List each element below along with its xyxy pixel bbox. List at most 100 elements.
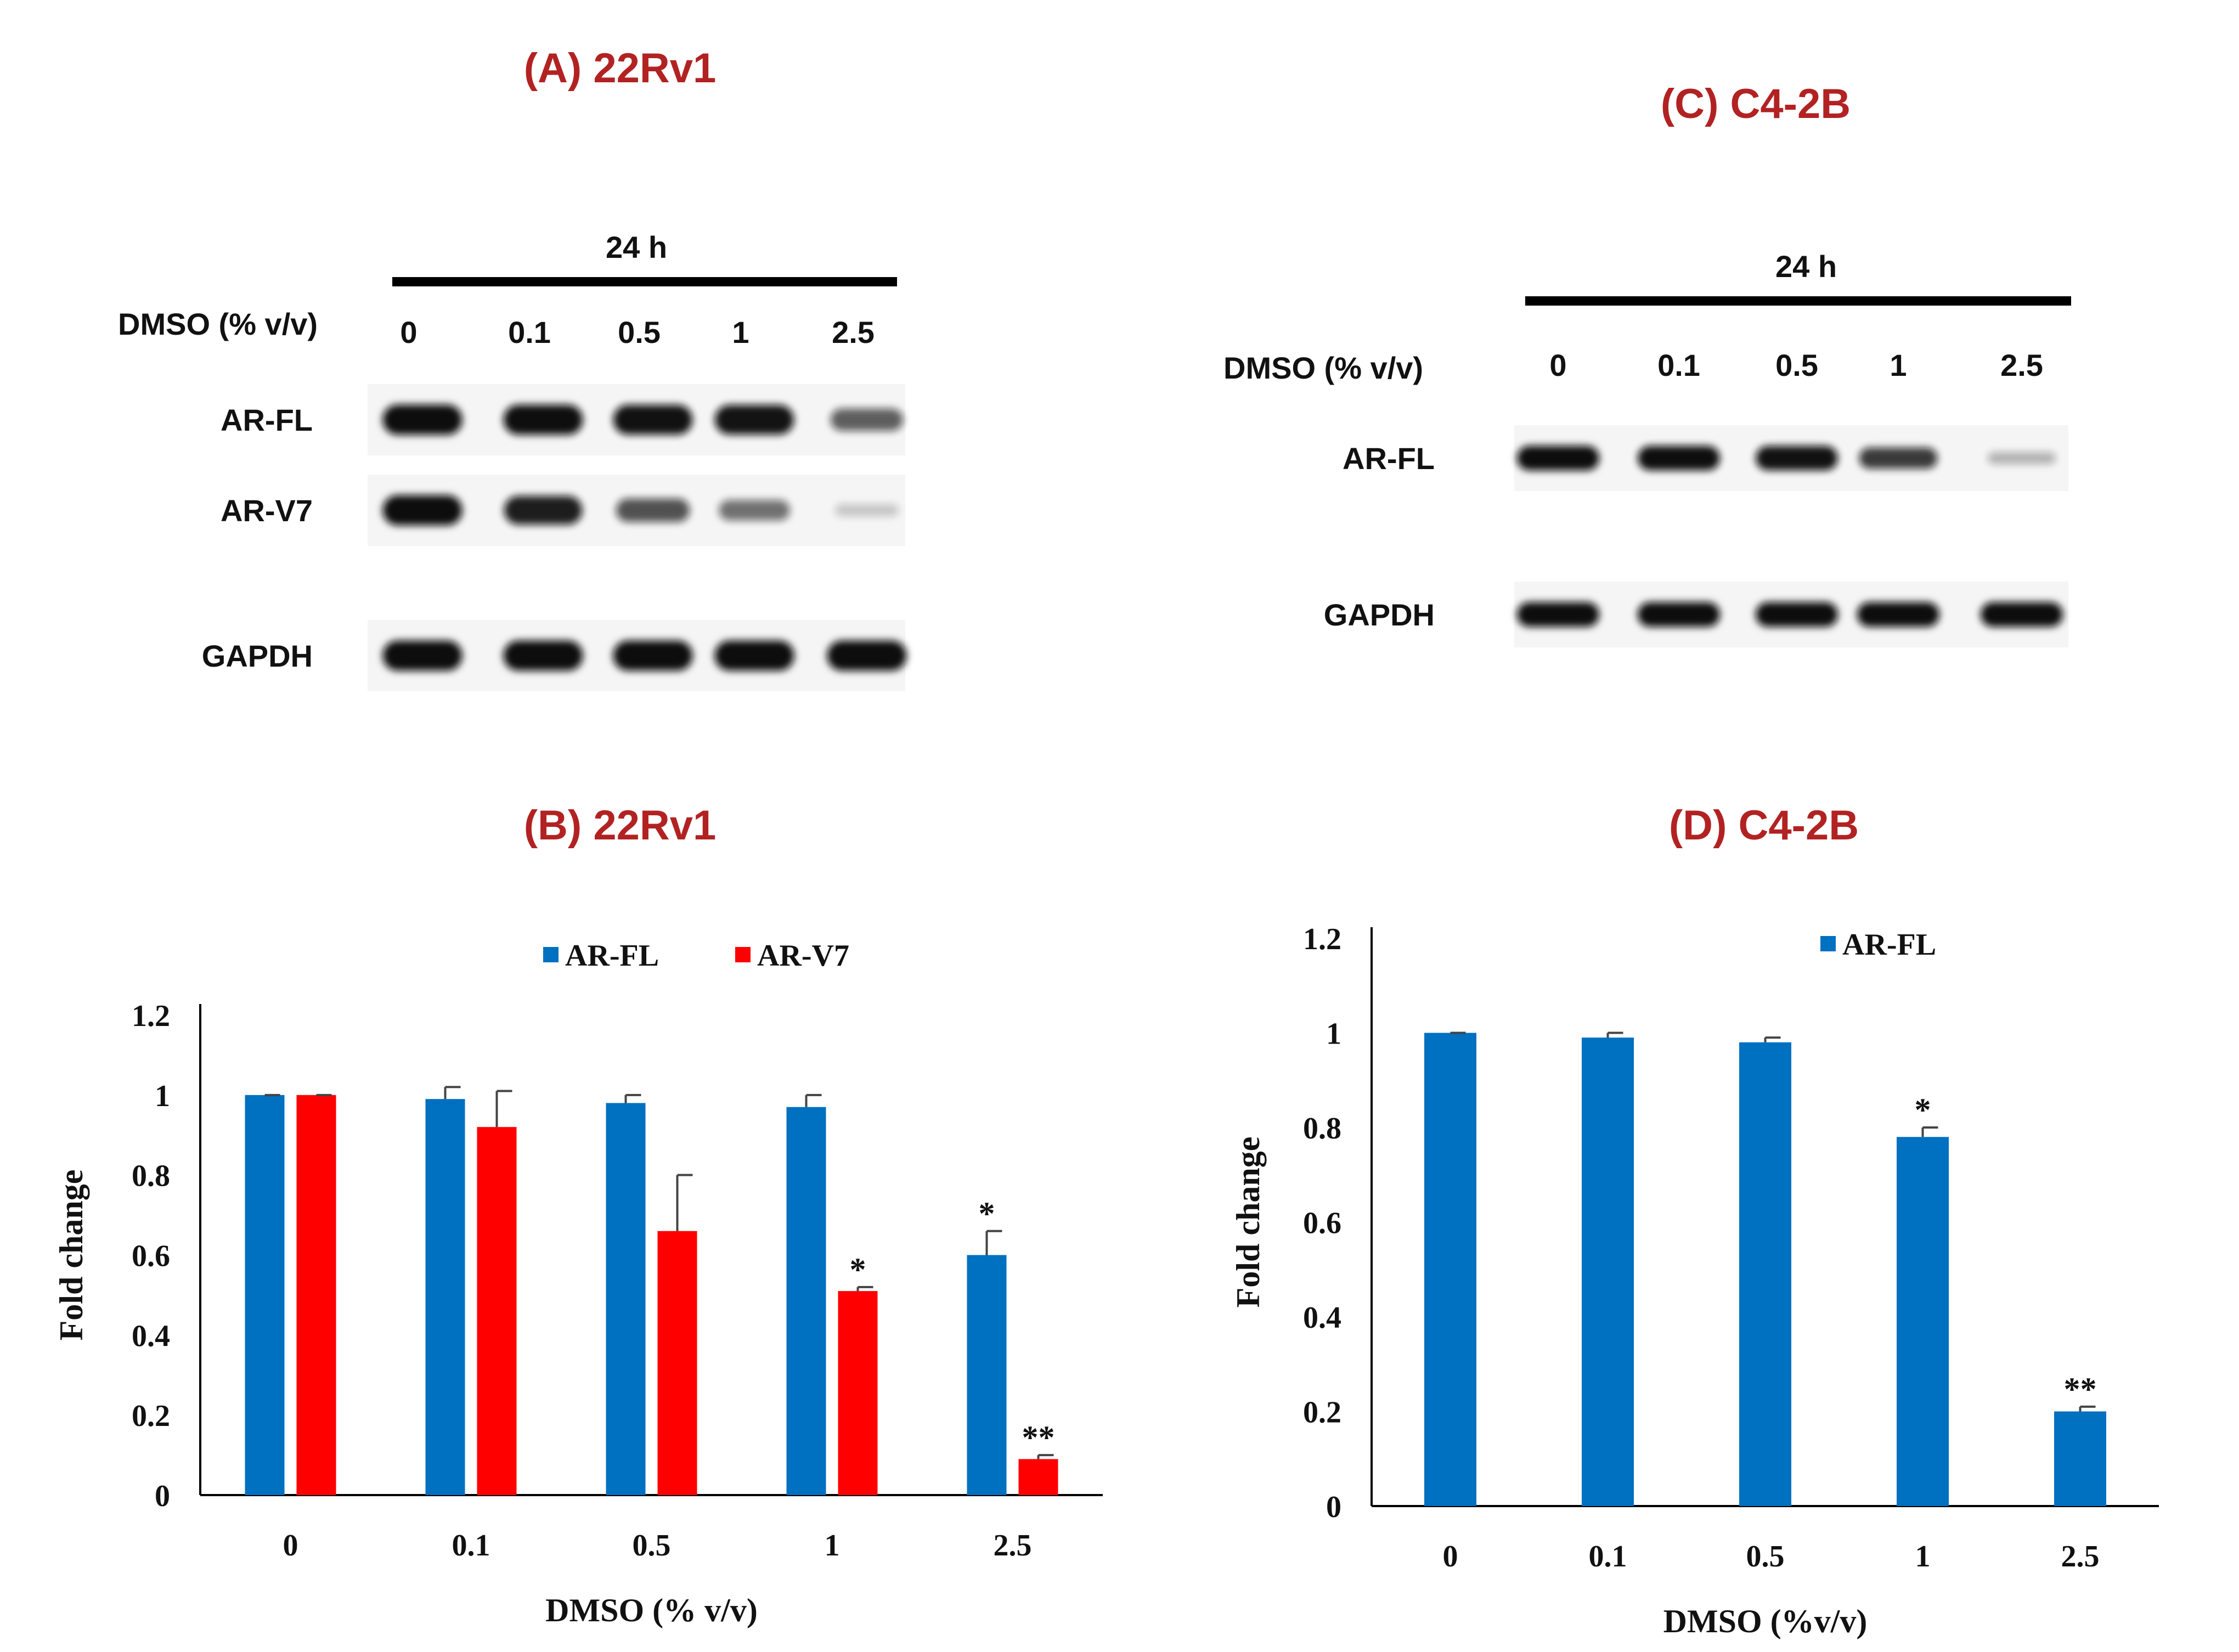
panel-c-time-bar [1525, 296, 2071, 306]
panel_a-band [382, 495, 463, 526]
panel_c-band [1756, 446, 1838, 471]
x-tick-label: 0.1 [1589, 1540, 1627, 1574]
bar-ar-fl-0 [245, 1095, 285, 1495]
x-tick-label: 0.5 [633, 1529, 671, 1563]
bar-ar-v7-1 [838, 1291, 878, 1495]
y-tick-label: 0.4 [1303, 1301, 1341, 1335]
y-tick-label: 0.8 [1303, 1112, 1341, 1146]
bar-ar-fl-0.5 [606, 1103, 646, 1495]
panel_a-band [504, 495, 583, 525]
panel-a-title: (A) 22Rv1 [524, 45, 717, 92]
y-tick-label: 0.6 [132, 1239, 170, 1273]
panel_a-band [827, 640, 907, 671]
panel_a-band-label: AR-V7 [221, 493, 313, 528]
panel_a-band [613, 640, 693, 671]
x-tick-label: 0.1 [452, 1529, 490, 1563]
panel-b-bar-chart: (B) 22Rv1 0 0.2 0.4 0.6 0.8 1 1.2 0 0.1 0.5 1 * 2.5 *… [53, 802, 1103, 1628]
panel_c-band-label: GAPDH [1324, 597, 1435, 632]
panel_a-band [382, 640, 463, 671]
y-tick-label: 1.2 [1303, 922, 1341, 956]
panel_c-lane-label: 0.5 [1775, 348, 1818, 382]
panel-a-time-label: 24 h [606, 230, 667, 264]
x-tick-label: 1 [825, 1529, 840, 1563]
panel-b-title: (B) 22Rv1 [524, 802, 717, 849]
panel_a-band [835, 504, 899, 517]
panel_a-lane-label: 1 [732, 315, 749, 349]
legend-label-ar-fl: AR-FL [565, 939, 659, 973]
x-tick-label: 0 [1443, 1540, 1458, 1574]
panel_a-band [503, 404, 583, 435]
significance-marker: * [850, 1251, 866, 1288]
bar-ar-fl-0.1 [425, 1099, 465, 1495]
y-tick-label: 1.2 [132, 999, 170, 1033]
x-tick-label: 0 [283, 1529, 298, 1563]
panel_c-lane-label: 0.1 [1657, 348, 1700, 382]
panel-a-treatment-label: DMSO (% v/v) [118, 307, 318, 341]
significance-marker: * [979, 1196, 995, 1232]
panel_c-band [1756, 602, 1838, 627]
bar-ar-fl-2.5 [2054, 1411, 2106, 1506]
y-tick-label: 1 [1326, 1017, 1341, 1051]
x-axis-label: DMSO (% v/v) [545, 1592, 758, 1628]
bar-ar-fl-2.5 [967, 1255, 1007, 1495]
bar-ar-v7-0.1 [477, 1127, 517, 1495]
x-tick-label: 2.5 [2061, 1540, 2100, 1574]
panel-c-title: (C) C4-2B [1661, 81, 1851, 127]
panel_c-band [1638, 446, 1720, 471]
panel_a-band [714, 405, 794, 435]
panel_c-band [1981, 602, 2063, 627]
x-tick-label: 2.5 [994, 1529, 1032, 1563]
panel_a-band [382, 404, 463, 435]
panel-a-western-blot: (A) 22Rv1 24 h DMSO (% v/v) 0 0.1 0.5 1 2.5 … [118, 45, 907, 691]
panel_a-band [830, 408, 904, 431]
panel_a-lane-label: 0.5 [618, 315, 661, 349]
legend-swatch-ar-fl [1820, 936, 1836, 951]
panel_a-band [714, 640, 794, 671]
x-tick-label: 1 [1915, 1540, 1931, 1574]
bar-ar-fl-0 [1424, 1033, 1476, 1506]
y-axis-label: Fold change [53, 1170, 89, 1341]
y-tick-label: 0.6 [1303, 1206, 1341, 1241]
panel_a-band-label: AR-FL [221, 403, 313, 437]
legend-swatch-ar-v7 [735, 947, 751, 962]
panel_a-band-label: GAPDH [202, 639, 313, 673]
panel-d-title: (D) C4-2B [1669, 802, 1859, 849]
bar-ar-fl-0.5 [1739, 1042, 1791, 1506]
panel_a-band [503, 640, 583, 671]
bar-ar-v7-0.5 [657, 1231, 697, 1495]
panel-d-bar-chart: (D) C4-2B 0 0.2 0.4 0.6 0.8 1 1.2 0 0.1 0.5 1 * 2.5 *… [1230, 802, 2159, 1639]
panel_a-lane-label: 0 [400, 315, 417, 349]
bar-ar-v7-2.5 [1018, 1459, 1058, 1495]
panel_c-band [1859, 447, 1938, 469]
y-tick-label: 1 [155, 1079, 170, 1113]
significance-marker: ** [2064, 1371, 2097, 1407]
panel_c-band [1517, 446, 1599, 471]
panel_c-band [1517, 602, 1599, 627]
panel_a-band [719, 500, 790, 521]
panel_a-band [613, 404, 693, 435]
panel_c-band [1857, 602, 1939, 627]
y-tick-label: 0.2 [132, 1399, 170, 1433]
bar-ar-fl-0.1 [1582, 1038, 1634, 1506]
panel_a-band [616, 498, 690, 522]
panel-c-western-blot: (C) C4-2B 24 h DMSO (% v/v) 0 0.1 0.5 1 2.5 … [1223, 81, 2071, 647]
x-tick-label: 0.5 [1746, 1540, 1785, 1574]
bar-ar-fl-1 [1897, 1137, 1949, 1506]
panel-a-time-bar [392, 277, 897, 286]
panel_c-band [1988, 452, 2056, 464]
y-tick-label: 0 [155, 1479, 170, 1513]
x-axis-label: DMSO (%v/v) [1663, 1603, 1868, 1639]
legend-label-ar-fl: AR-FL [1842, 928, 1936, 962]
y-axis-label: Fold change [1230, 1137, 1266, 1308]
panel_c-lane-label: 2.5 [2000, 348, 2043, 382]
bar-ar-v7-0 [296, 1095, 336, 1495]
y-tick-label: 0.4 [132, 1319, 170, 1353]
panel_c-lane-label: 1 [1890, 348, 1907, 382]
legend-label-ar-v7: AR-V7 [757, 939, 849, 973]
panel-c-time-label: 24 h [1775, 249, 1837, 284]
y-tick-label: 0.2 [1303, 1396, 1341, 1430]
bar-ar-fl-1 [786, 1107, 826, 1495]
significance-marker: * [1915, 1092, 1931, 1128]
significance-marker: ** [1022, 1419, 1055, 1456]
